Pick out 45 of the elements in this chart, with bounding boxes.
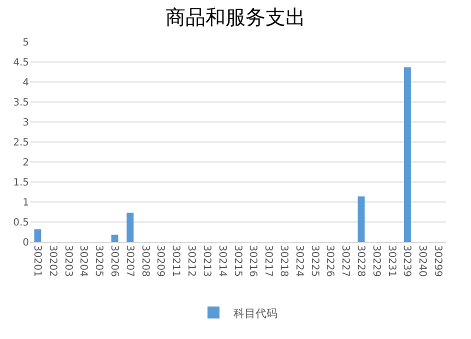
y-tick-label: 0 (22, 238, 29, 248)
x-tick-label: 30202 (46, 245, 58, 277)
x-tick-label: 30228 (355, 245, 366, 277)
bar (111, 234, 118, 242)
y-tick-label: 0.5 (13, 218, 29, 228)
x-tick-label: 30215 (232, 245, 243, 277)
x-tick-label: 30239 (401, 245, 412, 277)
x-tick-label: 30299 (432, 245, 444, 277)
y-tick-label: 5 (22, 38, 29, 48)
x-tick-label: 30225 (308, 245, 320, 277)
y-tick-label: 4 (22, 78, 29, 88)
x-tick-label: 30229 (370, 245, 382, 277)
bar (358, 196, 365, 242)
x-tick-label: 30203 (62, 245, 74, 277)
chart-title: 商品和服务支出 (166, 5, 306, 30)
x-tick-label: 30218 (278, 245, 289, 277)
x-tick-label: 30201 (31, 245, 42, 277)
y-tick-label: 1 (22, 198, 29, 208)
bar (404, 67, 411, 242)
x-tick-label: 30212 (186, 245, 197, 277)
legend-label: 科目代码 (234, 306, 278, 320)
x-tick-label: 30209 (154, 245, 166, 277)
bar (34, 229, 42, 242)
x-tick-label: 30227 (340, 245, 351, 277)
bar (126, 212, 134, 242)
x-tick-label: 30208 (139, 245, 150, 277)
y-tick-label: 1.5 (13, 178, 29, 188)
y-tick-label: 4.5 (13, 58, 29, 68)
x-tick-label: 30205 (93, 245, 104, 277)
x-tick-label: 30213 (200, 245, 212, 277)
x-tick-label: 30214 (216, 245, 228, 277)
x-tick-label: 30224 (293, 245, 304, 277)
x-tick-label: 30206 (108, 245, 120, 277)
y-tick-label: 2 (22, 158, 29, 168)
y-tick-label: 3 (22, 118, 29, 128)
y-tick-label: 2.5 (13, 138, 29, 148)
x-tick-label: 30240 (416, 245, 428, 277)
x-tick-label: 30217 (262, 245, 274, 277)
x-tick-label: 30216 (247, 245, 258, 277)
y-tick-label: 3.5 (13, 98, 29, 108)
x-tick-label: 30211 (170, 245, 182, 277)
x-tick-label: 30204 (78, 245, 89, 277)
x-tick-label: 30226 (324, 245, 336, 277)
x-tick-label: 30231 (386, 245, 397, 277)
x-tick-label: 30207 (124, 245, 135, 277)
